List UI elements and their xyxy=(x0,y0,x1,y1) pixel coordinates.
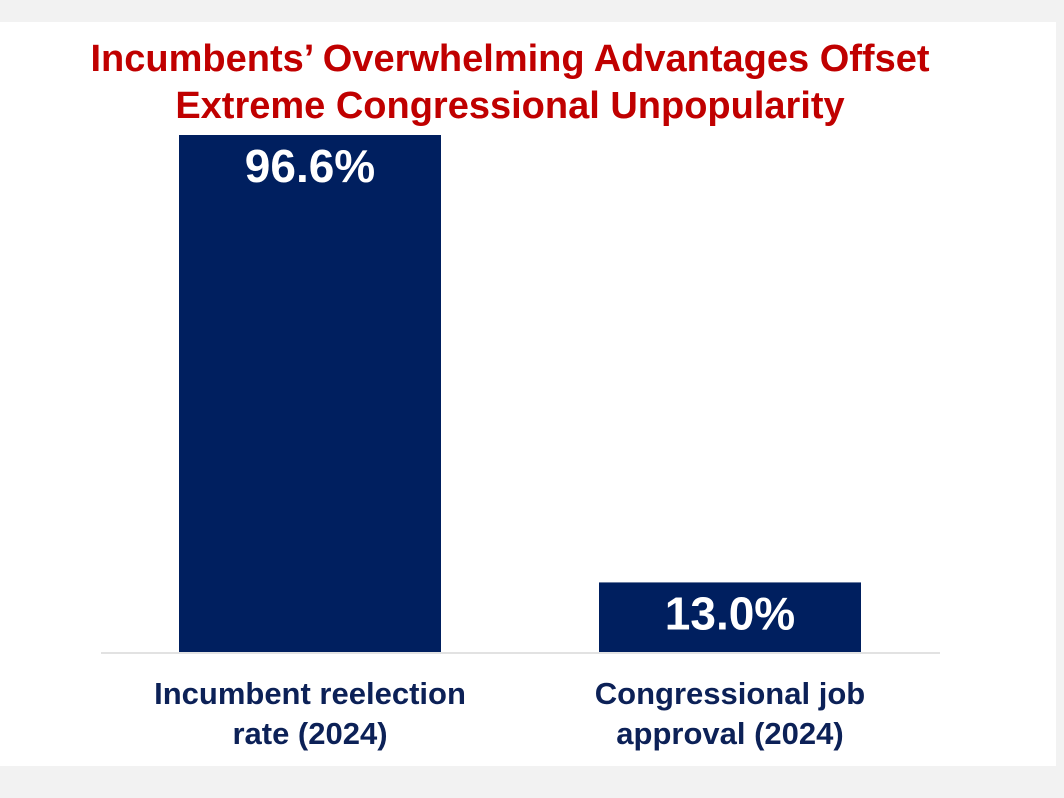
bar-0 xyxy=(179,135,441,652)
category-label-1-line-1: approval (2024) xyxy=(616,716,843,751)
bar-1 xyxy=(599,582,861,652)
data-label-1: 13.0% xyxy=(665,587,795,639)
chart-title-line-1: Incumbents’ Overwhelming Advantages Offs… xyxy=(90,38,930,80)
category-label-0-line-1: rate (2024) xyxy=(232,716,387,751)
slide: Incumbents’ Overwhelming Advantages Offs… xyxy=(0,22,1056,766)
data-label-0: 96.6% xyxy=(245,140,375,192)
category-label-0-line-0: Incumbent reelection xyxy=(154,676,466,711)
chart-title-line-2: Extreme Congressional Unpopularity xyxy=(175,85,845,127)
category-label-1-line-0: Congressional job xyxy=(595,676,865,711)
chart-title: Incumbents’ Overwhelming Advantages Offs… xyxy=(0,36,1020,130)
bar-chart: 96.6% Incumbent reelection rate (2024) 13.0… xyxy=(101,135,940,751)
